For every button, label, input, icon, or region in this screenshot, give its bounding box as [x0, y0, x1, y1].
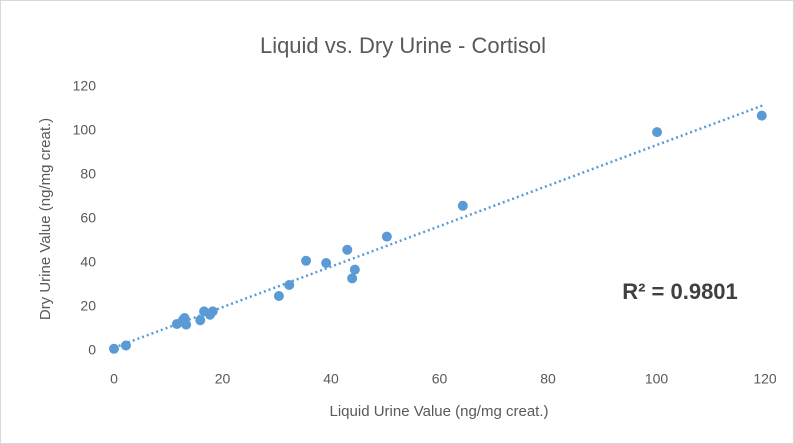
y-tick-label: 80 [80, 166, 96, 182]
x-tick-label: 60 [432, 371, 448, 387]
x-tick-label: 80 [540, 371, 556, 387]
y-tick-label: 40 [80, 254, 96, 270]
x-tick-label: 20 [215, 371, 231, 387]
y-tick-label: 20 [80, 298, 96, 314]
trendline [113, 103, 766, 349]
x-axis-label: Liquid Urine Value (ng/mg creat.) [330, 403, 549, 420]
data-point [457, 200, 468, 211]
data-point [381, 231, 392, 242]
y-axis-label: Dry Urine Value (ng/mg creat.) [37, 118, 54, 320]
data-point [195, 315, 206, 326]
x-tick-label: 100 [645, 371, 669, 387]
y-tick-label: 120 [73, 78, 97, 94]
data-point [120, 340, 131, 351]
data-point [652, 127, 663, 138]
chart-title: Liquid vs. Dry Urine - Cortisol [260, 33, 546, 58]
r-squared: R² = 0.9801 [622, 279, 738, 304]
x-tick-label: 120 [753, 371, 777, 387]
data-point [347, 273, 358, 284]
data-point [109, 343, 119, 354]
y-tick-label: 100 [73, 122, 97, 138]
data-point [321, 258, 332, 268]
data-point [756, 110, 767, 121]
data-point [301, 255, 312, 266]
data-point [342, 244, 353, 255]
y-tick-label: 60 [80, 210, 96, 226]
y-tick-label: 0 [88, 342, 96, 358]
data-point [207, 306, 218, 317]
x-tick-label: 40 [323, 371, 339, 387]
data-point [181, 319, 192, 330]
data-point [284, 280, 295, 290]
data-point [273, 291, 284, 301]
data-point [349, 264, 360, 275]
x-tick-label: 0 [110, 371, 118, 387]
